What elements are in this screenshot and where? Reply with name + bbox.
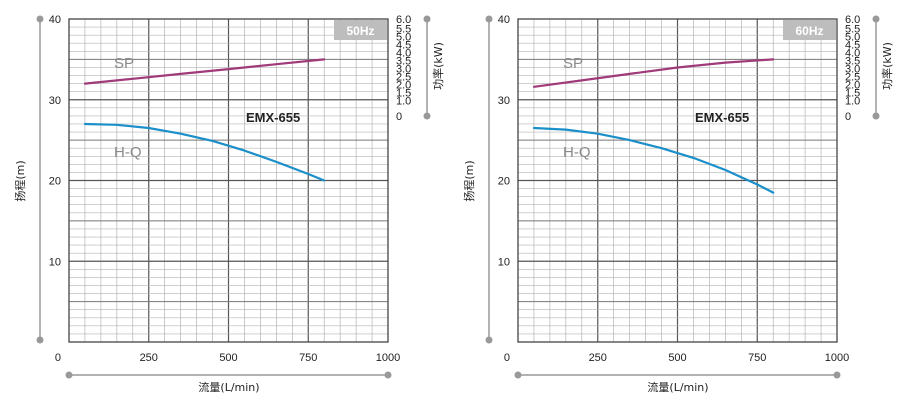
y2-axis-title: 功率(kW): [880, 42, 894, 90]
left-axis-dot-bottom: [36, 336, 44, 344]
y-axis-title: 扬程(m): [462, 160, 476, 201]
frequency-label: 60Hz: [795, 24, 823, 38]
y-tick-label: 10: [49, 256, 61, 268]
chart-panel-50Hz: 0 10 20 30 40 扬程(m) 250 500 750 1000 流量(L/min) 0 1.0…: [13, 14, 445, 394]
y2-tick-label: 2.5: [845, 72, 860, 84]
x-axis-title: 流量(L/min): [198, 380, 259, 394]
right-axis-dot-top: [423, 15, 431, 23]
series-label-sp: SP: [563, 55, 583, 72]
y-tick-label: 20: [498, 176, 510, 188]
bottom-axis-dot-left: [65, 371, 73, 379]
x-tick-label: 250: [140, 352, 158, 364]
y2-tick-label: 3.0: [396, 64, 411, 76]
y-tick-label: 0: [504, 352, 510, 364]
y-tick-label: 30: [498, 95, 510, 107]
y2-tick-label: 4.5: [396, 40, 411, 52]
y2-tick-label: 1.5: [845, 88, 860, 100]
left-axis-dot-bottom: [485, 336, 493, 344]
x-tick-label: 1000: [825, 352, 849, 364]
y2-tick-label: 3.5: [845, 56, 860, 68]
y2-tick-label: 2.0: [396, 80, 411, 92]
model-label: EMX-655: [695, 110, 749, 125]
bottom-axis-dot-right: [384, 371, 392, 379]
left-axis-dot-top: [485, 15, 493, 23]
frequency-label: 50Hz: [346, 24, 374, 38]
y2-axis-title: 功率(kW): [431, 42, 445, 90]
series-line-h-q: [532, 126, 775, 194]
series-line-sp: [532, 58, 775, 88]
y2-tick-label: 0: [845, 111, 851, 123]
y-tick-label: 0: [55, 352, 61, 364]
y-tick-label: 40: [498, 14, 510, 26]
y2-tick-label: 5.0: [396, 32, 411, 44]
plot-border: [68, 18, 389, 343]
y2-tick-label: 6.0: [396, 14, 411, 26]
x-tick-label: 500: [219, 352, 237, 364]
frequency-badge: [334, 20, 387, 40]
y-tick-label: 10: [498, 256, 510, 268]
y2-tick-label: 4.5: [845, 40, 860, 52]
y2-tick-label: 1.0: [396, 96, 411, 108]
y2-tick-label: 1.0: [845, 96, 860, 108]
series-label-sp: SP: [114, 55, 134, 72]
y2-tick-label: 3.5: [396, 56, 411, 68]
x-tick-label: 500: [668, 352, 686, 364]
x-tick-label: 750: [299, 352, 317, 364]
series-line-sp: [83, 58, 326, 85]
series-label-hq: H-Q: [563, 144, 591, 161]
x-tick-label: 1000: [376, 352, 400, 364]
y2-tick-label: 4.0: [845, 48, 860, 60]
bottom-axis-dot-left: [514, 371, 522, 379]
series-label-hq: H-Q: [114, 144, 142, 161]
y-tick-label: 30: [49, 95, 61, 107]
x-axis-title: 流量(L/min): [647, 380, 708, 394]
x-tick-label: 750: [748, 352, 766, 364]
right-axis-dot-bottom: [423, 112, 431, 120]
y2-tick-label: 5.5: [845, 24, 860, 36]
y2-tick-label: 1.5: [396, 88, 411, 100]
plot-border: [517, 18, 838, 343]
left-axis-dot-top: [36, 15, 44, 23]
frequency-badge: [783, 20, 836, 40]
y-tick-label: 20: [49, 176, 61, 188]
y2-tick-label: 5.0: [845, 32, 860, 44]
model-label: EMX-655: [246, 110, 300, 125]
y2-tick-label: 6.0: [845, 14, 860, 26]
right-axis-dot-top: [872, 15, 880, 23]
right-axis-dot-bottom: [872, 112, 880, 120]
y2-tick-label: 5.5: [396, 24, 411, 36]
chart-panel-60Hz: 0 10 20 30 40 扬程(m) 250 500 750 1000 流量(L/min) 0 1.0…: [462, 14, 894, 394]
y2-tick-label: 4.0: [396, 48, 411, 60]
y2-tick-label: 2.5: [396, 72, 411, 84]
bottom-axis-dot-right: [833, 371, 841, 379]
y2-tick-label: 3.0: [845, 64, 860, 76]
y2-tick-label: 0: [396, 111, 402, 123]
y-axis-title: 扬程(m): [13, 160, 27, 201]
x-tick-label: 250: [589, 352, 607, 364]
series-line-h-q: [83, 122, 326, 182]
y2-tick-label: 2.0: [845, 80, 860, 92]
y-tick-label: 40: [49, 14, 61, 26]
